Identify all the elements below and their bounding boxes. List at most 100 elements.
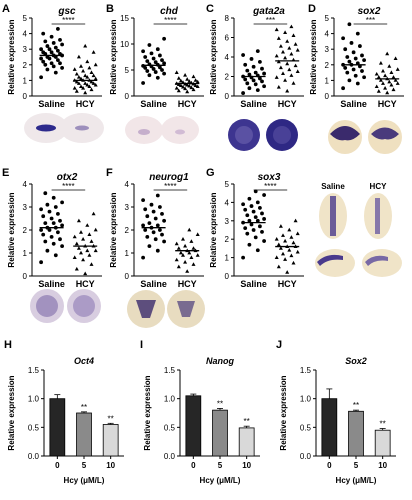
data-point [255,218,260,223]
data-point [341,86,345,91]
data-point [381,68,385,73]
data-point [160,212,164,216]
data-point [39,207,43,212]
panel-letter-g: G [206,167,215,179]
data-point [289,253,294,258]
data-point [295,47,300,52]
significance-label: ** [81,403,87,412]
data-point [289,73,294,77]
significance-label: **** [164,16,176,25]
y-tick-label: 5 [125,66,130,75]
data-point [251,64,256,69]
y-axis-label: Relative expression [143,375,152,450]
data-point [79,64,83,68]
data-point [245,231,250,236]
data-point [262,217,266,221]
data-point [278,246,283,250]
y-axis-label: Relative expression [279,375,288,450]
data-point [56,230,60,235]
data-point [49,61,54,66]
y-tick-label: 8 [225,14,230,23]
data-point [241,202,246,207]
x-tick-label: HCY [278,279,297,289]
data-point [74,89,79,93]
data-point [291,240,296,245]
panel-letter-e: E [2,167,9,179]
data-point [43,39,48,44]
data-point [93,227,98,232]
y-tick-label: 6 [225,34,230,43]
data-point [360,69,364,73]
data-point [247,196,252,201]
data-point [153,237,158,242]
data-point [41,31,46,36]
data-point [176,88,181,93]
data-point [51,64,56,69]
data-point [274,53,279,58]
data-point [189,255,194,259]
data-point [89,262,94,266]
data-point [160,68,164,72]
stain-region [136,300,156,318]
data-point [253,235,258,240]
data-point [293,42,298,46]
data-point [83,81,88,85]
data-point [155,223,160,228]
data-point [85,82,90,87]
data-point [278,65,283,70]
data-point [183,73,188,77]
stain-region [317,254,343,266]
data-point [343,66,348,70]
data-point [141,198,146,203]
data-point [162,61,167,66]
data-point [285,88,290,93]
significance-label: **** [264,182,276,191]
data-point [143,228,148,232]
data-point [83,43,88,48]
x-tick-label: HCY [378,99,397,109]
data-point [43,191,48,196]
data-point [74,79,79,84]
data-point [247,72,252,77]
data-point [191,246,196,250]
x-tick-label: HCY [76,99,95,109]
data-point [79,250,83,255]
data-point [281,251,285,256]
y-axis-label: Relative expression [209,19,218,94]
data-point [293,63,298,68]
embryo-images-d [328,120,402,154]
data-point [393,56,398,60]
data-point [87,253,92,257]
y-tick-label: 0.0 [28,452,40,461]
data-point [289,235,294,239]
data-point [176,246,181,250]
stain-region [73,295,95,317]
data-point [39,75,43,80]
y-tick-label: 2 [225,73,230,82]
data-point [89,79,94,84]
data-point [153,70,158,74]
data-point [258,206,262,210]
y-tick-label: 1.0 [28,395,40,404]
data-point [383,73,388,78]
data-point [178,250,183,255]
data-point [176,76,181,80]
stain-region [330,196,336,236]
data-point [360,53,364,58]
bar [212,409,228,457]
data-point [39,228,43,232]
panel-f: F 0 1 2 3 4 Relative expression neurog1 Saline H… [106,167,205,328]
bar-chart-oct4: 0.0 0.5 1.0 1.5 Relative expression Oct4 0 ** 5 *… [7,356,124,485]
data-point [160,232,164,237]
y-tick-label: 0.5 [300,423,312,432]
data-point [51,221,56,226]
y-tick-label: 4 [23,30,28,39]
data-point [93,62,98,67]
significance-label: **** [62,182,74,191]
data-point [345,70,350,75]
x-tick-label: Saline [140,99,167,109]
data-point [85,75,90,79]
data-point [281,233,285,237]
data-point [251,209,256,214]
